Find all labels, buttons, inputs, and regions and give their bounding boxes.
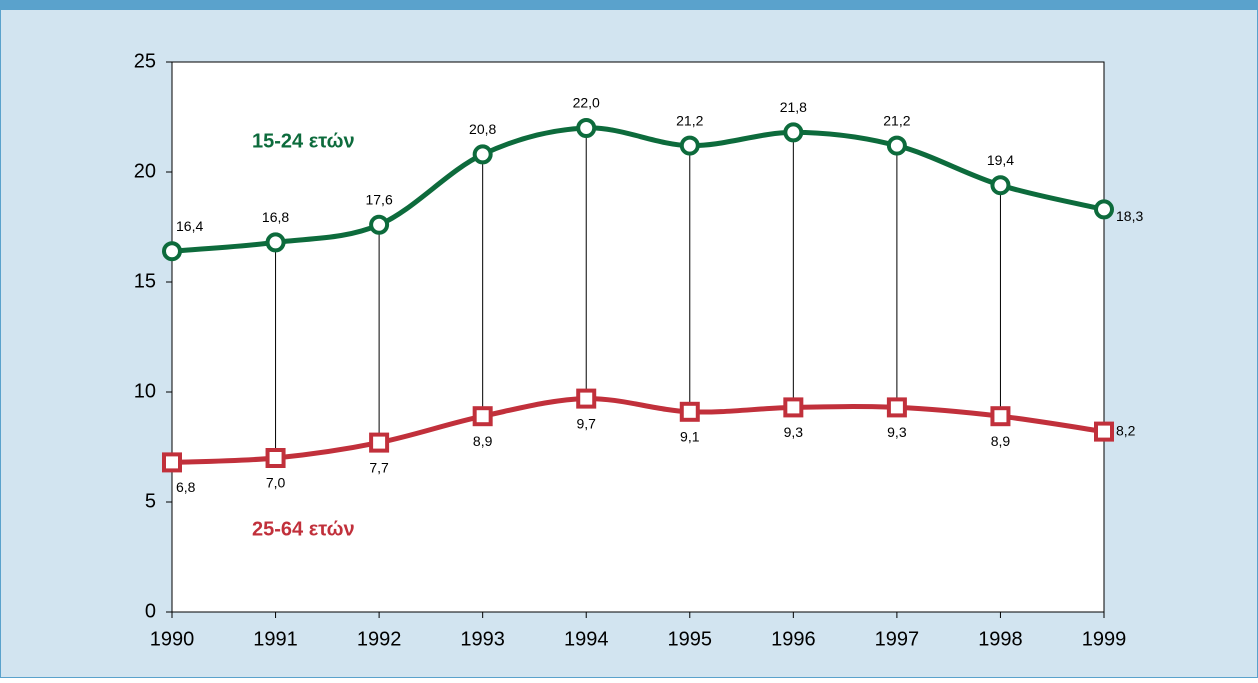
y-tick-label: 15: [134, 270, 156, 292]
point-marker: [265, 448, 286, 468]
series-name: 25-64 ετών: [252, 518, 355, 540]
x-tick-label: 1990: [150, 628, 195, 650]
y-tick-label: 25: [134, 50, 156, 72]
data-label: 17,6: [365, 192, 392, 208]
point-marker: [679, 135, 700, 156]
data-label: 8,2: [1116, 422, 1136, 438]
point-marker: [162, 452, 182, 473]
data-label: 16,8: [262, 209, 289, 225]
data-label: 6,8: [176, 479, 196, 495]
data-label: 8,9: [473, 433, 493, 449]
point-marker: [1094, 421, 1114, 442]
point-marker: [990, 406, 1011, 427]
point-marker: [990, 175, 1011, 196]
x-tick-label: 1996: [771, 628, 816, 650]
plot-area: [171, 61, 1105, 613]
series-line: [171, 396, 1105, 465]
point-marker: [783, 122, 804, 143]
point-marker: [162, 241, 182, 262]
x-tick-label: 1997: [875, 628, 920, 650]
top-bar: [0, 0, 1258, 10]
data-label: 19,4: [987, 152, 1014, 168]
x-tick-label: 1992: [357, 628, 402, 650]
series-line: [171, 125, 1105, 254]
y-tick-label: 20: [134, 160, 156, 182]
point-marker: [783, 397, 804, 418]
x-tick-label: 1999: [1082, 628, 1127, 650]
data-label: 9,1: [680, 429, 700, 445]
data-label: 9,3: [887, 424, 907, 440]
point-marker: [576, 388, 597, 409]
point-marker: [886, 397, 907, 418]
x-tick-label: 1995: [668, 628, 713, 650]
y-tick-label: 10: [134, 380, 156, 402]
data-label: 21,8: [780, 99, 807, 115]
y-tick-label: 0: [145, 600, 156, 622]
x-tick-label: 1998: [978, 628, 1023, 650]
series-name: 15-24 ετών: [252, 131, 355, 153]
data-label: 21,2: [676, 112, 703, 128]
data-label: 7,0: [266, 475, 286, 491]
data-label: 18,3: [1116, 208, 1143, 224]
data-label: 8,9: [991, 433, 1011, 449]
point-marker: [576, 118, 597, 138]
x-tick-label: 1994: [564, 628, 609, 650]
point-marker: [679, 401, 700, 422]
y-tick-label: 5: [145, 490, 156, 512]
point-marker: [1094, 199, 1114, 220]
data-label: 16,4: [176, 218, 203, 234]
x-tick-label: 1991: [253, 628, 298, 650]
data-label: 7,7: [369, 459, 389, 475]
data-label: 9,7: [576, 415, 596, 431]
data-label: 9,3: [784, 424, 804, 440]
point-marker: [886, 135, 907, 156]
data-label: 22,0: [573, 95, 600, 111]
point-marker: [472, 406, 493, 427]
point-marker: [369, 432, 390, 453]
data-label: 21,2: [883, 112, 910, 128]
point-marker: [369, 214, 390, 235]
x-tick-label: 1993: [460, 628, 505, 650]
data-label: 20,8: [469, 121, 496, 137]
point-marker: [265, 232, 286, 253]
point-marker: [472, 144, 493, 165]
